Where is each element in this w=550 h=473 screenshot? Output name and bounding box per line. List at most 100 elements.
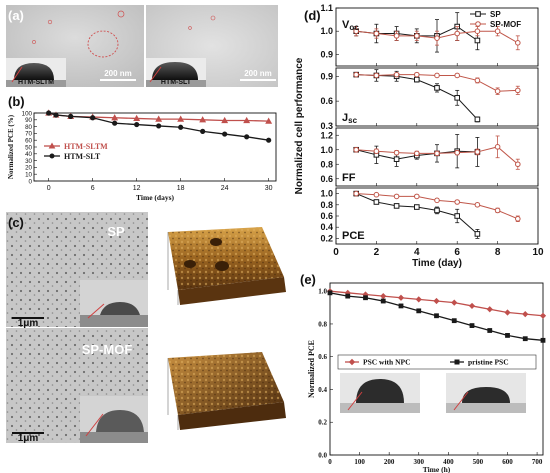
data-point-e	[522, 336, 528, 342]
data-point-d	[393, 33, 400, 39]
data-point-e	[433, 297, 440, 305]
x-tick-label-e: 600	[502, 458, 513, 466]
legend-marker-b	[48, 142, 56, 149]
data-point-b	[221, 116, 229, 124]
y-tick-label-b: 30	[25, 158, 32, 165]
inset-label-right: HTM-SLT	[161, 79, 192, 86]
data-point-d	[434, 35, 440, 41]
contact-angle-inset-pristine-drop	[462, 387, 510, 403]
data-point-d	[515, 161, 521, 168]
y-tick-label-d: 1.0	[320, 189, 333, 199]
data-point-e	[363, 295, 368, 301]
data-point-d	[474, 28, 481, 35]
data-point-d	[454, 199, 461, 205]
subplot-label-d: PCE	[342, 230, 365, 242]
data-point-b	[90, 115, 96, 121]
y-axis-label-b: Normalized PCE (%)	[7, 114, 15, 179]
legend-label-e: PSC with NPC	[363, 358, 411, 367]
data-point-b	[266, 137, 272, 143]
y-tick-label-d: 0.9	[320, 71, 333, 81]
x-axis-label-b: Time (days)	[136, 193, 174, 202]
data-point-d	[515, 40, 521, 46]
y-tick-label-e: 0.4	[318, 386, 327, 394]
y-tick-label-b: 100	[22, 110, 33, 117]
data-point-d	[353, 146, 360, 153]
y-tick-label-d: 1.0	[320, 145, 333, 155]
data-point-d	[373, 199, 380, 205]
y-tick-label-b: 0	[29, 178, 33, 185]
data-point-d	[373, 148, 380, 154]
y-tick-label-d: 0.8	[320, 200, 333, 210]
y-tick-label-e: 0.0	[318, 452, 327, 460]
y-tick-label-d: 1.1	[320, 3, 333, 13]
x-tick-label-b: 30	[265, 185, 273, 192]
data-point-d	[414, 150, 420, 157]
data-point-d	[434, 150, 440, 157]
x-tick-label-e: 200	[384, 458, 395, 466]
data-point-d	[494, 207, 501, 214]
x-tick-label-e: 700	[532, 458, 543, 466]
data-point-b	[265, 117, 273, 124]
data-point-d	[393, 193, 400, 200]
subplot-label-sub-d: oc	[349, 23, 359, 32]
data-point-d	[353, 71, 360, 78]
data-point-e	[397, 294, 405, 301]
data-point-d	[353, 28, 360, 35]
data-point-e	[451, 318, 457, 324]
y-tick-label-d: 0.6	[320, 211, 333, 221]
data-point-b	[133, 114, 141, 122]
subplot-label-d: FF	[342, 172, 356, 184]
data-point-e	[416, 308, 422, 314]
data-point-e	[451, 299, 458, 306]
legend-label-b: HTM-SLTM	[64, 142, 108, 151]
y-tick-label-b: 90	[25, 117, 32, 124]
data-point-e	[504, 309, 511, 316]
data-point-e	[380, 292, 387, 300]
y-axis-label-e: Normalized PCE	[307, 340, 316, 398]
y-tick-label-d: 0.6	[320, 96, 333, 106]
panel-c: SP SP-MOF 1μm 1μm (c)	[6, 212, 286, 444]
data-point-d	[373, 72, 380, 79]
subplot-label-d: Voc	[342, 19, 359, 32]
data-point-d	[494, 144, 501, 150]
contact-angle-inset-npc-substrate	[340, 403, 420, 413]
x-tick-label-b: 6	[91, 185, 95, 192]
y-axis-label-d: Normalized cell performance	[294, 57, 305, 194]
afm-surface-sp-mof	[167, 352, 286, 430]
data-point-e	[505, 333, 510, 338]
y-tick-label-b: 60	[25, 138, 32, 145]
scale-bar-label-sp-mof: 1μm	[18, 433, 39, 444]
x-tick-label-d: 6	[454, 247, 460, 258]
legend-label-d: SP-MOF	[490, 20, 521, 29]
data-point-d	[454, 213, 460, 219]
x-tick-label-e: 300	[414, 458, 425, 466]
data-point-d	[414, 193, 420, 200]
y-tick-label-b: 70	[25, 131, 32, 138]
data-point-d	[393, 71, 400, 78]
legend-label-e: pristine PSC	[468, 358, 509, 367]
data-point-d	[474, 149, 481, 155]
data-point-b	[68, 113, 74, 120]
data-point-d	[494, 88, 501, 94]
legend-label-b: HTM-SLT	[64, 152, 101, 161]
data-point-b	[111, 114, 119, 121]
x-tick-label-d: 0	[333, 247, 339, 258]
legend-marker-d	[475, 11, 481, 17]
y-tick-label-d: 1.0	[320, 26, 333, 36]
panel-c-letter: (c)	[8, 215, 24, 230]
data-point-e	[469, 323, 475, 328]
y-tick-label-d: 1.2	[320, 130, 333, 140]
sem-label-sp-mof: SP-MOF	[82, 342, 133, 357]
data-point-d	[373, 191, 380, 198]
data-point-d	[393, 156, 400, 162]
panel-e: 0.0 0.2 0.4 0.6 0.8 1.0 0 100 200 300 400 500 600 700…	[300, 272, 547, 473]
x-axis-label-e: Time (h)	[423, 465, 451, 473]
plot-area-b	[33, 112, 277, 182]
y-tick-label-e: 1.0	[318, 288, 327, 296]
data-point-d	[474, 77, 481, 84]
data-point-d	[474, 37, 481, 44]
subplot-d-3	[335, 187, 539, 245]
data-point-b	[46, 110, 52, 116]
data-point-d	[454, 30, 461, 37]
